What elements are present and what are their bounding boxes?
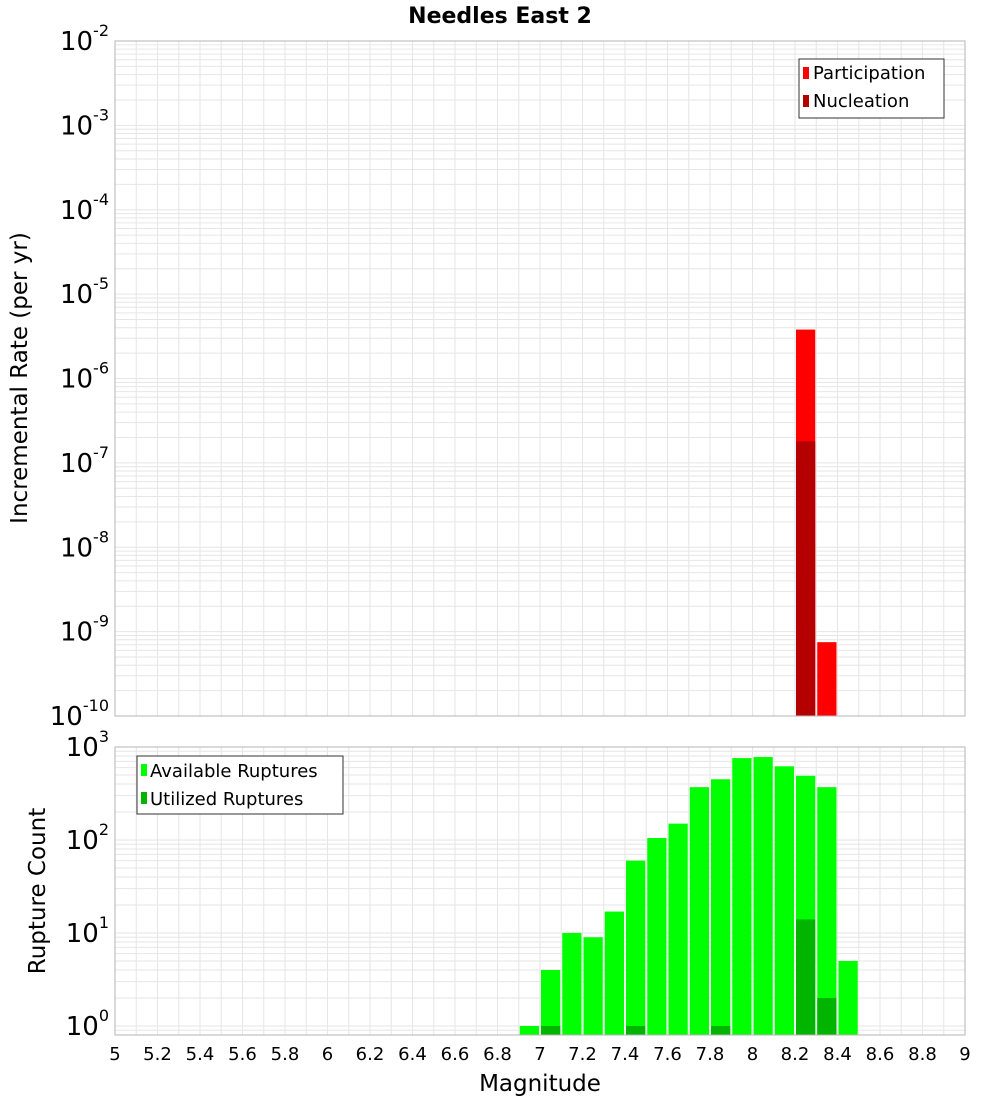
count-legend: Available Ruptures Utilized Ruptures [136,755,344,815]
x-tick-label: 7.2 [568,1044,597,1065]
x-tick-label: 5 [109,1044,120,1065]
x-tick-label: 5.6 [228,1044,257,1065]
nucleation-bar [796,441,816,716]
available-ruptures-bar [711,779,731,1035]
available-ruptures-bar [647,838,667,1035]
count-y-ticks: 100 101 102 103 [66,727,109,1042]
available-ruptures-bar [838,960,858,1035]
available-ruptures-bar [817,787,837,1035]
rate-panel: 10-10 10-9 10-8 10-7 10-6 10-5 10-4 10-3 10-2 In… [7,21,966,732]
y-tick-label: 10-7 [60,443,109,479]
utilized-ruptures-bar [711,1025,731,1035]
y-tick-label: 10-6 [60,359,109,395]
available-ruptures-bar [732,758,752,1035]
y-tick-label: 10-3 [60,105,109,141]
rate-legend: Participation Nucleation [798,58,945,119]
available-ruptures-bar [583,937,603,1035]
available-ruptures-bar [668,823,688,1035]
available-ruptures-bar [519,1025,539,1035]
x-tick-label: 8.4 [823,1044,852,1065]
rate-grid [114,41,966,717]
count-legend-box [136,755,344,815]
available-ruptures-bar [774,766,794,1035]
x-tick-label: 7.8 [696,1044,725,1065]
x-tick-label: 8 [747,1044,758,1065]
y-tick-label: 10-10 [50,696,109,732]
rate-legend-box [798,58,945,119]
x-tick-label: 9 [959,1044,970,1065]
available-ruptures-bar [541,969,561,1035]
count-y-axis-label: Rupture Count [25,808,51,974]
y-tick-label: 10-9 [60,612,109,648]
x-tick-label: 6 [322,1044,333,1065]
utilized-ruptures-bar [541,1025,561,1035]
x-tick-label: 8.2 [781,1044,810,1065]
participation-legend-swatch [803,67,809,79]
y-tick-label: 10-4 [60,190,109,226]
x-tick-label: 6.6 [441,1044,470,1065]
available-ruptures-bar [689,787,709,1035]
x-tick-label: 8.6 [866,1044,895,1065]
x-tick-label: 7.6 [653,1044,682,1065]
count-plot-frame [114,746,966,1036]
participation-legend-label: Participation [813,63,925,84]
utilized-legend-label: Utilized Ruptures [150,789,303,810]
available-ruptures-bar [604,911,624,1035]
x-tick-label: 6.4 [398,1044,427,1065]
available-legend-swatch [141,764,147,776]
rate-bars [796,329,837,716]
rate-y-ticks: 10-10 10-9 10-8 10-7 10-6 10-5 10-4 10-3 10-2 [50,21,109,732]
x-tick-label: 6.8 [483,1044,512,1065]
utilized-ruptures-bar [817,997,837,1035]
chart-title: Needles East 2 [408,4,592,29]
available-ruptures-bar [753,757,773,1035]
y-tick-label: 101 [66,913,109,949]
x-tick-label: 6.2 [356,1044,385,1065]
utilized-ruptures-bar [626,1025,646,1035]
y-tick-label: 10-5 [60,274,109,310]
rate-y-axis-label: Incremental Rate (per yr) [7,232,33,524]
x-tick-label: 5.8 [271,1044,300,1065]
x-tick-labels: 5 5.2 5.4 5.6 5.8 6 6.2 6.4 6.6 6.8 7 7.2 7.4 7.6 7.8 8… [109,1044,970,1065]
nucleation-legend-swatch [803,95,809,107]
y-tick-label: 102 [66,820,109,856]
nucleation-legend-label: Nucleation [813,91,909,112]
y-tick-label: 103 [66,727,109,763]
utilized-legend-swatch [141,792,147,804]
utilized-ruptures-bar [796,919,816,1035]
x-axis-label: Magnitude [479,1071,601,1097]
count-bars [519,757,858,1035]
y-tick-label: 10-2 [60,21,109,57]
available-ruptures-bar [562,932,582,1035]
x-tick-label: 7 [534,1044,545,1065]
x-tick-label: 8.8 [908,1044,937,1065]
participation-bar [817,642,837,716]
y-tick-label: 10-8 [60,527,109,563]
x-tick-label: 5.4 [186,1044,215,1065]
rate-plot-frame [114,40,966,717]
available-legend-label: Available Ruptures [150,761,318,782]
count-panel: 100 101 102 103 Rupture Count Available Rup… [25,727,966,1042]
y-tick-label: 100 [66,1006,109,1042]
x-tick-label: 5.2 [143,1044,172,1065]
x-tick-label: 7.4 [611,1044,640,1065]
available-ruptures-bar [626,860,646,1035]
